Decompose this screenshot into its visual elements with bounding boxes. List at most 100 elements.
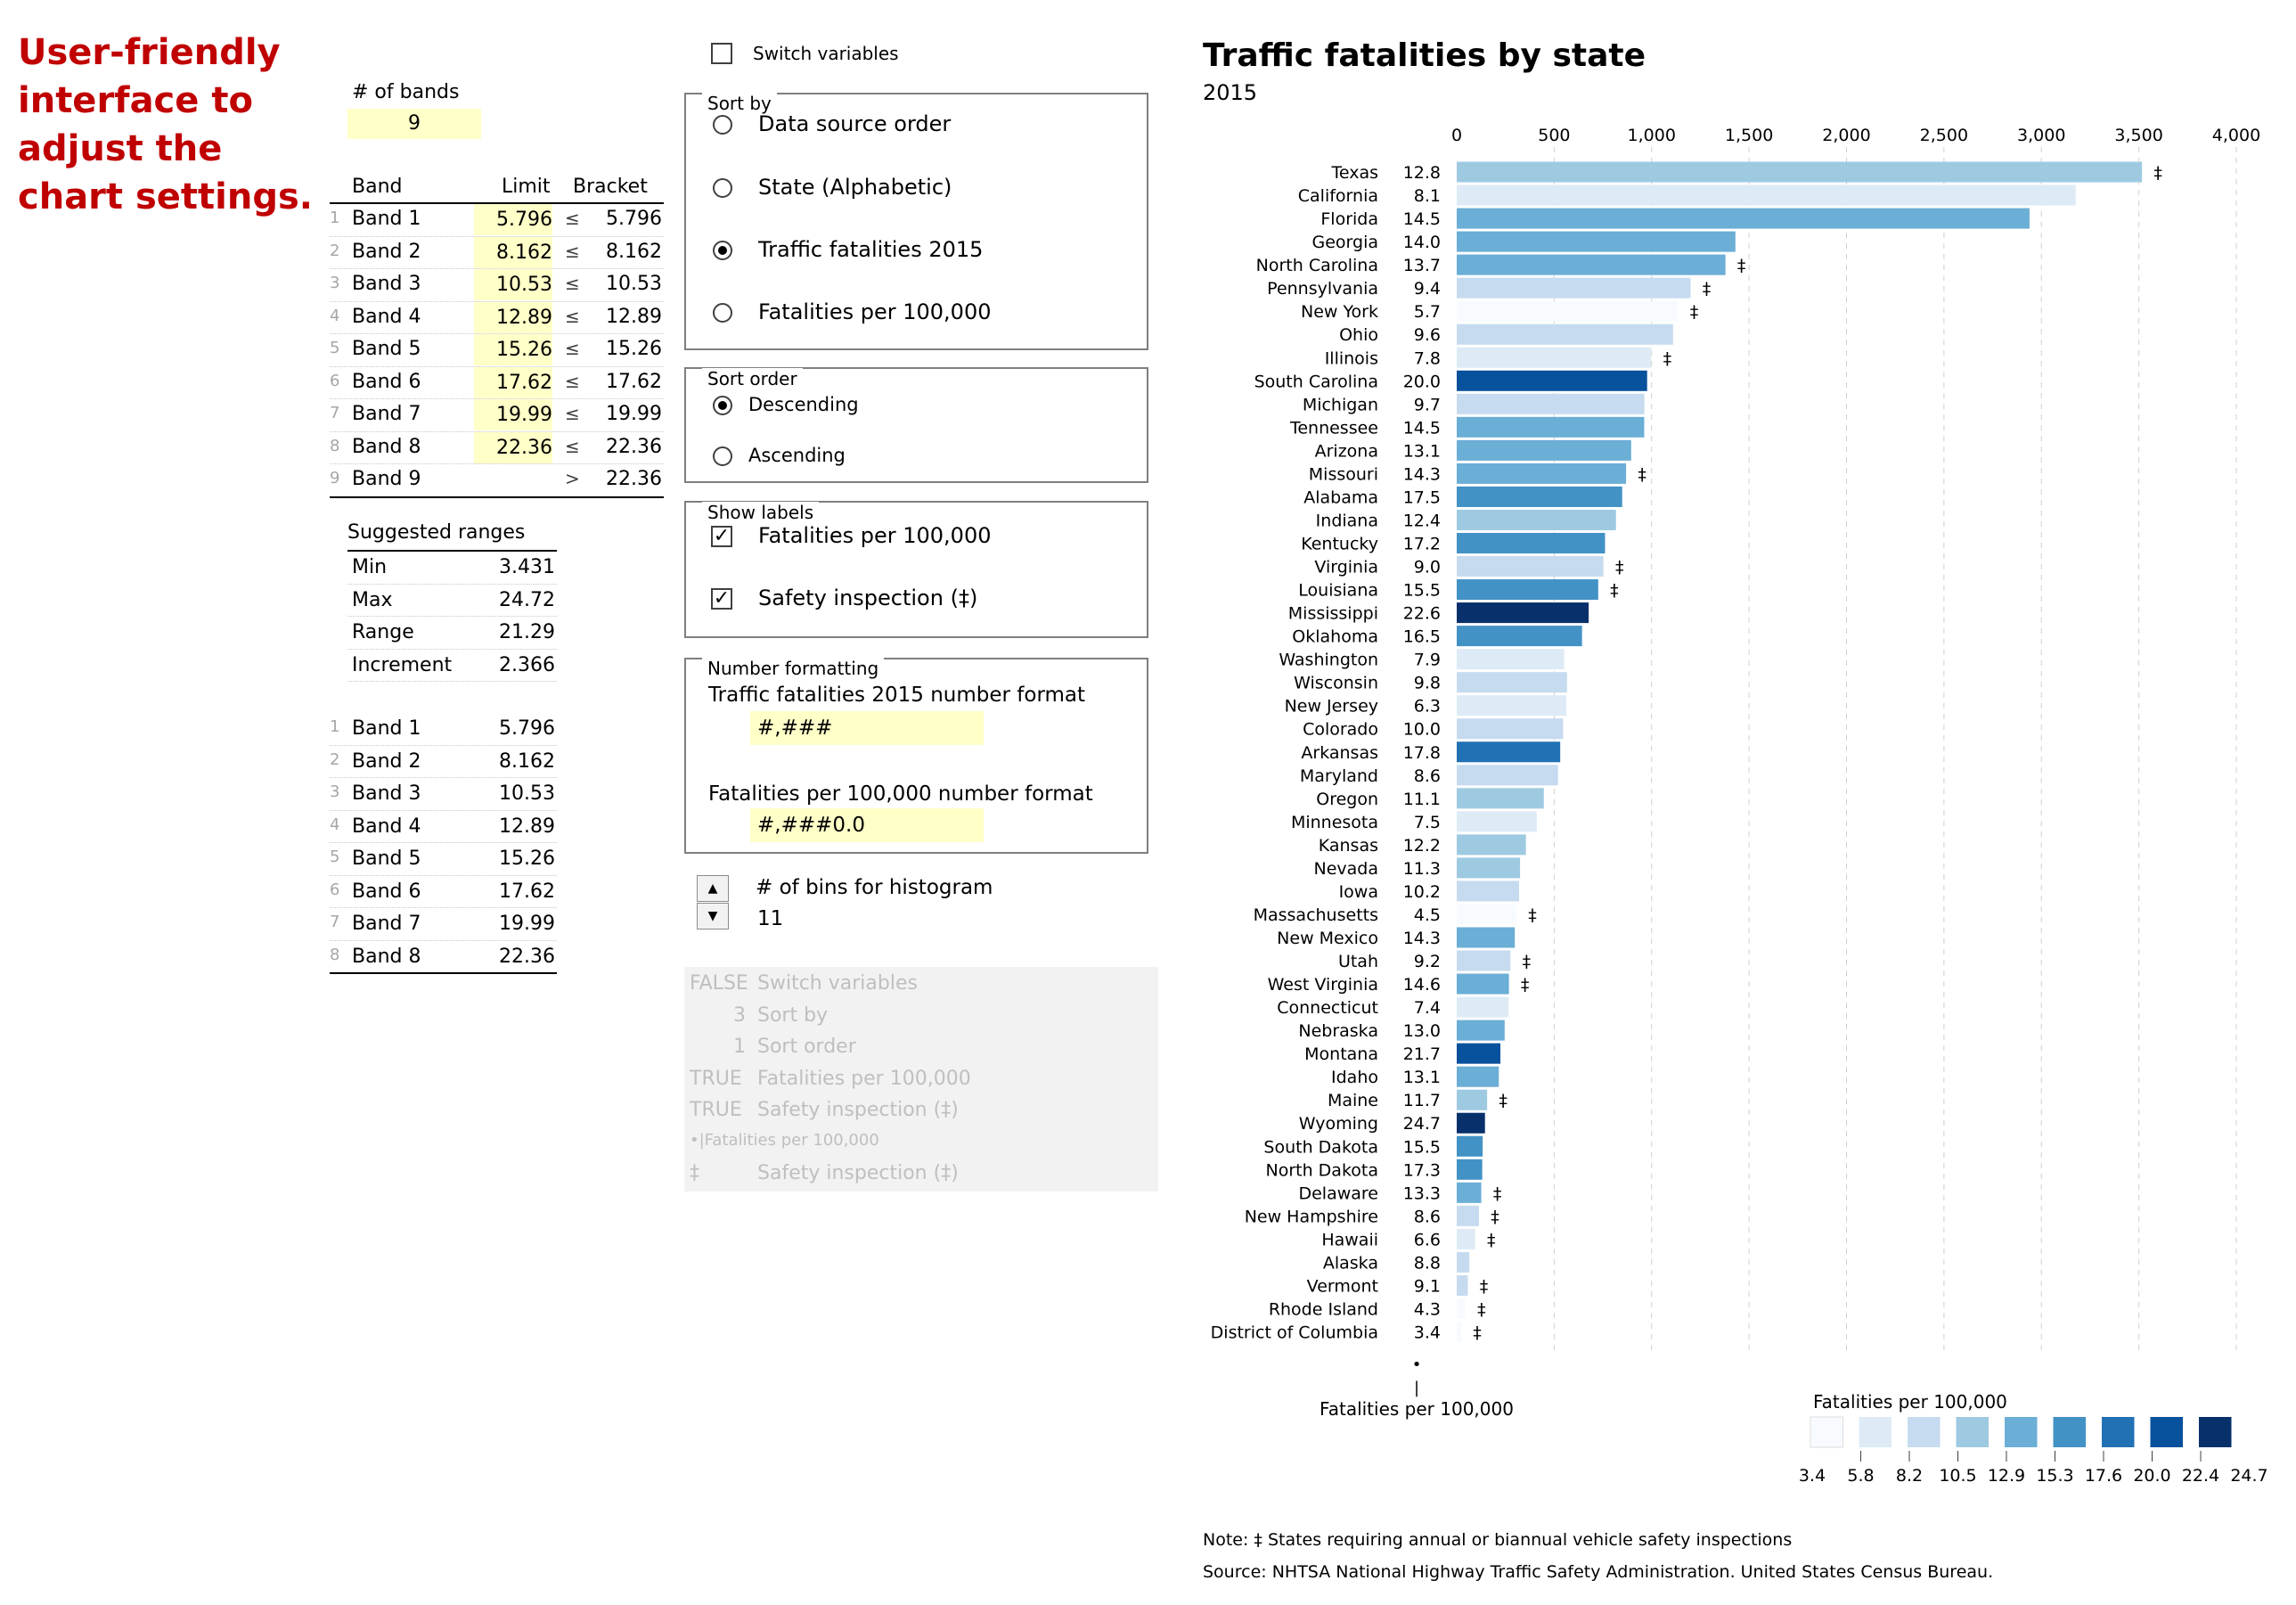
band-name: Band 7	[352, 913, 421, 935]
band-limit-input[interactable]: 10.53	[474, 269, 552, 300]
sort-by-option-label: State (Alphabetic)	[758, 175, 952, 200]
linked-cell-label: Sort order	[757, 1036, 856, 1058]
rate-label: 16.5	[1403, 627, 1441, 647]
band-value: 15.26	[499, 848, 555, 870]
bar	[1457, 1205, 1479, 1226]
rate-label: 13.1	[1403, 1068, 1441, 1087]
bar	[1457, 1043, 1500, 1064]
bar	[1457, 718, 1564, 740]
switch-variables-checkbox[interactable]	[711, 43, 732, 64]
show-label-checkbox[interactable]: ✓	[711, 588, 732, 610]
row-number: 2	[330, 749, 340, 769]
linked-cell-value: •|Fatalities per 100,000	[690, 1130, 879, 1150]
num-bands-input[interactable]: 9	[347, 109, 481, 139]
rate-label: 5.7	[1414, 302, 1441, 322]
state-label: Oklahoma	[1292, 627, 1378, 647]
suggested-band-row: 2 Band 2 8.162	[330, 746, 557, 778]
row-number: 8	[330, 436, 340, 455]
state-label: Iowa	[1339, 882, 1378, 902]
suggested-band-row: 5 Band 5 15.26	[330, 843, 557, 876]
bins-spin-down-button[interactable]: ▼	[697, 903, 729, 929]
axis-note-label: Fatalities per 100,000	[1320, 1398, 1514, 1420]
row-number: 6	[330, 880, 340, 899]
suggested-band-row: 1 Band 1 5.796	[330, 713, 557, 746]
rate-label: 20.0	[1403, 372, 1441, 391]
band-limit-input[interactable]: 19.99	[474, 399, 552, 430]
limit-header: Limit	[502, 176, 551, 198]
state-label: New Jersey	[1285, 697, 1378, 717]
bar	[1457, 811, 1537, 832]
bracket-value: 12.89	[606, 305, 662, 328]
rate-format-label: Fatalities per 100,000 number format	[708, 782, 1093, 806]
sort-by-radio[interactable]	[713, 303, 732, 323]
rate-format-input[interactable]: #,###0.0	[750, 808, 984, 842]
state-label: Vermont	[1307, 1276, 1378, 1296]
sort-order-radio[interactable]	[713, 446, 732, 466]
state-label: Illinois	[1325, 348, 1378, 368]
rate-label: 15.5	[1403, 1137, 1441, 1157]
legend-swatch	[2005, 1417, 2038, 1447]
rate-label: 12.4	[1403, 511, 1441, 530]
x-tick-label: 2,500	[1920, 126, 1968, 145]
rate-label: 3.4	[1414, 1323, 1441, 1343]
suggested-ranges-title: Suggested ranges	[347, 521, 557, 552]
fatalities-format-input[interactable]: #,###	[750, 711, 984, 745]
inspection-mark: ‡	[1521, 975, 1530, 995]
bins-spin-up-button[interactable]: ▲	[697, 875, 729, 902]
state-label: District of Columbia	[1211, 1323, 1378, 1343]
suggested-label: Min	[352, 556, 388, 578]
band-limit-input[interactable]: 15.26	[474, 334, 552, 365]
rate-label: 9.4	[1414, 279, 1441, 299]
rate-label: 7.4	[1414, 998, 1441, 1018]
rate-label: 8.6	[1414, 766, 1441, 786]
band-row: 7 Band 7 19.99 ≤19.99	[330, 399, 664, 432]
band-limit-input[interactable]: 12.89	[474, 301, 552, 333]
suggested-band-row: 6 Band 6 17.62	[330, 876, 557, 908]
legend-label: 10.5	[1939, 1466, 1976, 1486]
show-label-checkbox[interactable]: ✓	[711, 526, 732, 547]
band-header: Band	[352, 176, 403, 198]
linked-cell-label: Switch variables	[757, 972, 918, 995]
band-limit-input[interactable]: 5.796	[474, 204, 552, 235]
rate-label: 7.5	[1414, 813, 1441, 832]
rate-label: 17.5	[1403, 487, 1441, 507]
switch-variables-label: Switch variables	[753, 43, 899, 64]
state-label: West Virginia	[1268, 975, 1378, 995]
band-name: Band 7	[352, 403, 421, 425]
state-label: Texas	[1330, 163, 1378, 183]
sort-order-radio[interactable]	[713, 396, 732, 415]
suggested-bands-table: 1 Band 1 5.796 2 Band 2 8.162 3 Band 3 10.53 4 Ban…	[330, 713, 557, 974]
num-bands-label: # of bands	[352, 81, 460, 103]
rate-label: 7.9	[1414, 651, 1441, 670]
state-label: New Mexico	[1277, 929, 1378, 948]
band-limit-input[interactable]: 17.62	[474, 366, 552, 398]
band-limit-input[interactable]: 22.36	[474, 431, 552, 463]
suggested-label: Range	[352, 621, 414, 643]
number-formatting-title: Number formatting	[702, 658, 885, 679]
inspection-mark: ‡	[1487, 1230, 1496, 1249]
bar	[1457, 649, 1565, 670]
x-tick-label: 0	[1451, 126, 1462, 145]
bins-value: 11	[757, 907, 784, 930]
suggested-ranges-table: Suggested ranges Min 3.431 Max 24.72 Range 21…	[347, 521, 557, 682]
rate-label: 13.7	[1403, 256, 1441, 275]
sort-by-radio[interactable]	[713, 178, 732, 198]
legend-swatch	[1859, 1417, 1892, 1447]
state-label: Minnesota	[1291, 813, 1378, 832]
bands-table: Band Limit Bracket 1 Band 1 5.796 ≤5.796 2 Ba…	[330, 176, 664, 498]
inspection-mark: ‡	[1610, 581, 1619, 601]
suggested-value: 3.431	[499, 556, 555, 578]
sort-order-title: Sort order	[702, 368, 803, 389]
sort-by-title: Sort by	[702, 93, 777, 114]
band-limit-input[interactable]: 8.162	[474, 236, 552, 268]
bracket-operator: ≤	[565, 240, 580, 262]
rate-label: 14.5	[1403, 418, 1441, 438]
sort-by-radio[interactable]	[713, 115, 732, 135]
fatalities-format-label: Traffic fatalities 2015 number format	[708, 684, 1086, 707]
bar	[1457, 788, 1544, 809]
band-row: 6 Band 6 17.62 ≤17.62	[330, 366, 664, 399]
sort-by-radio[interactable]	[713, 241, 732, 260]
rate-label: 4.3	[1414, 1299, 1441, 1319]
linked-cell-label: Fatalities per 100,000	[757, 1067, 971, 1090]
rate-label: 10.0	[1403, 720, 1441, 740]
